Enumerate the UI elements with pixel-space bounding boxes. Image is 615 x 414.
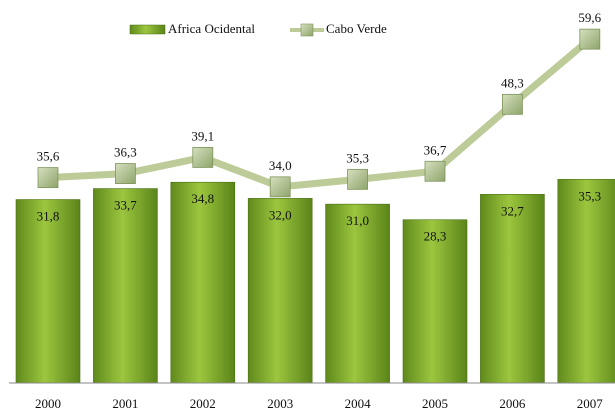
x-tick-label: 2001 xyxy=(112,396,138,411)
line-marker xyxy=(115,163,136,184)
bar xyxy=(247,198,313,384)
line-value-label: 35,6 xyxy=(37,149,60,164)
x-tick-label: 2005 xyxy=(422,396,448,411)
line-marker xyxy=(37,167,59,189)
bar xyxy=(557,179,615,384)
line-marker xyxy=(579,28,601,50)
bar xyxy=(480,194,545,384)
line-marker xyxy=(424,160,446,182)
bar-value-label: 28,3 xyxy=(424,229,447,244)
x-tick-label: 2002 xyxy=(190,396,216,411)
line xyxy=(47,36,593,191)
legend-marker xyxy=(300,23,314,37)
bar xyxy=(93,188,158,384)
bar-value-label: 35,3 xyxy=(578,188,601,203)
legend-label: Cabo Verde xyxy=(326,21,387,36)
line-marker xyxy=(501,93,523,115)
bar xyxy=(170,181,236,384)
bar-value-label: 32,7 xyxy=(501,203,524,218)
line-value-label: 48,3 xyxy=(501,75,524,90)
x-tick-label: 2003 xyxy=(267,396,293,411)
line-value-label: 39,1 xyxy=(191,128,214,143)
bar-value-label: 33,7 xyxy=(114,198,137,213)
line-value-label: 59,6 xyxy=(578,10,601,25)
line-value-label: 36,7 xyxy=(424,142,447,157)
bar xyxy=(15,199,81,384)
line-marker xyxy=(347,168,369,190)
line-value-label: 34,0 xyxy=(269,158,292,173)
line-marker xyxy=(269,176,291,198)
line-marker xyxy=(192,147,214,168)
legend-swatch xyxy=(129,24,166,35)
x-tick-label: 2007 xyxy=(577,396,604,411)
line-value-label: 36,3 xyxy=(114,145,137,160)
x-tick-label: 2000 xyxy=(35,396,61,411)
bar xyxy=(325,203,390,384)
legend: Africa Ocidental Cabo Verde xyxy=(129,21,387,37)
bar-value-label: 31,8 xyxy=(37,209,60,224)
bar-value-label: 34,8 xyxy=(191,191,214,206)
legend-label: Africa Ocidental xyxy=(168,21,255,36)
line-value-label: 35,3 xyxy=(346,150,369,165)
x-tick-label: 2004 xyxy=(345,396,372,411)
bar-value-label: 31,0 xyxy=(346,213,369,228)
bar xyxy=(402,219,468,384)
x-tick-label: 2006 xyxy=(499,396,526,411)
bar-value-label: 32,0 xyxy=(269,207,292,222)
plot-area: 31,8 33,7 34,8 32,0 31,0 28,3 32,7 35,3 35,6 36,3… xyxy=(15,10,615,384)
